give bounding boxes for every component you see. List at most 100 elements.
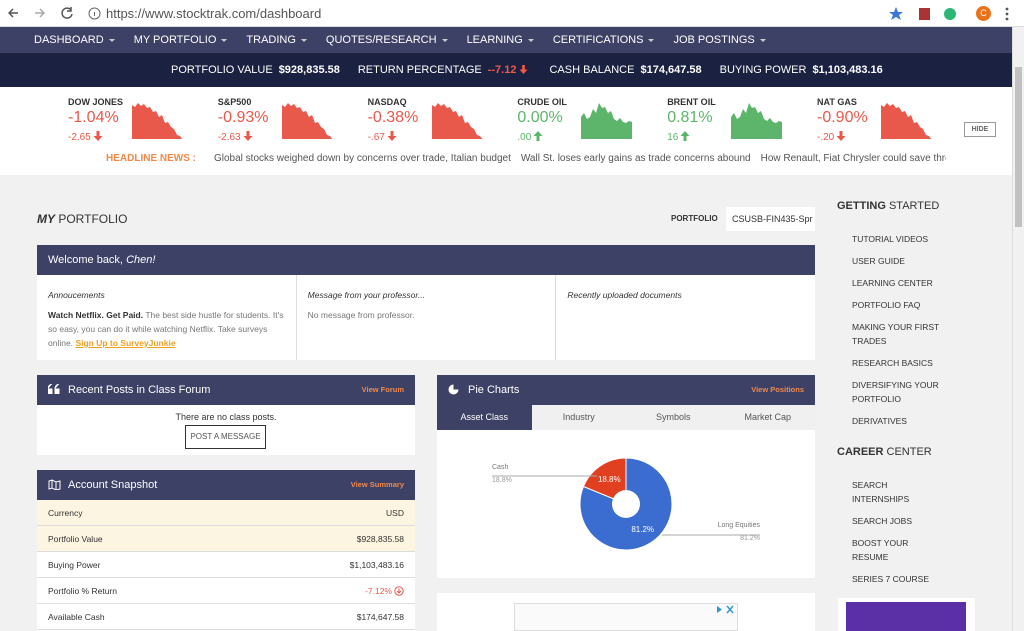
sidebar-link[interactable]: SERIES 7 COURSE xyxy=(852,574,929,584)
hide-button[interactable]: HIDE xyxy=(964,122,996,137)
browser-bar: https://www.stocktrak.com/dashboard C xyxy=(0,0,1024,27)
pie-tab[interactable]: Asset Class xyxy=(437,405,532,430)
nav-item[interactable]: QUOTES/RESEARCH xyxy=(326,34,448,46)
value-text: $928,835.58 xyxy=(356,533,404,544)
summary-value: $928,835.58 xyxy=(278,64,340,76)
ad-panel xyxy=(437,593,815,631)
sparkline xyxy=(432,99,486,139)
sidebar-link[interactable]: PORTFOLIO FAQ xyxy=(852,300,921,310)
sidebar-link[interactable]: MAKING YOUR FIRST TRADES xyxy=(852,322,940,346)
value-text: -7.12% xyxy=(365,585,392,596)
trend-arrow xyxy=(680,131,690,141)
row-label: Buying Power xyxy=(48,559,101,570)
sparkline-shape xyxy=(731,103,782,139)
announcement-link[interactable]: Sign Up to SurveyJunkie xyxy=(75,338,176,348)
value-text: $174,647.58 xyxy=(356,611,404,622)
trend-arrow xyxy=(93,131,103,141)
row-value: -7.12% xyxy=(365,578,404,604)
pie-tab[interactable]: Industry xyxy=(562,412,595,422)
professor-message: Message from your professor... No messag… xyxy=(297,275,557,360)
ticker-percent: -0.93% xyxy=(217,109,269,126)
getting-started-links: TUTORIAL VIDEOS USER GUIDE LEARNING CENTER… xyxy=(852,232,946,428)
ad-choices[interactable] xyxy=(715,605,735,614)
sidebar-link[interactable]: SEARCH JOBS xyxy=(852,516,912,526)
browser-buttons[interactable] xyxy=(8,6,76,21)
sidebar-link[interactable]: USER GUIDE xyxy=(852,256,905,266)
ticker-change: 16 xyxy=(667,131,690,143)
nav-item[interactable]: CERTIFICATIONS xyxy=(553,34,655,46)
change-value: -2.63 xyxy=(217,131,241,143)
url-bar[interactable]: https://www.stocktrak.com/dashboard xyxy=(106,6,322,21)
sidebar-link[interactable]: RESEARCH BASICS xyxy=(852,358,933,368)
panel-link[interactable]: View Summary xyxy=(350,480,404,489)
nav-item[interactable]: TRADING xyxy=(246,34,307,46)
arrow-shape xyxy=(519,64,529,74)
icon-circle xyxy=(394,585,404,596)
ticker-name: NAT GAS xyxy=(817,97,857,107)
pie-icon xyxy=(448,384,459,395)
ticker-name: S&P500 xyxy=(217,97,252,107)
ticker: BRENT OIL 0.81% 16 xyxy=(667,97,807,147)
sidebar-link[interactable]: DIVERSIFYING YOUR PORTFOLIO xyxy=(852,380,939,404)
summary-label: RETURN PERCENTAGE xyxy=(357,64,482,76)
arrow-shape xyxy=(533,131,543,141)
sidebar-link[interactable]: BOOST YOUR RESUME xyxy=(852,538,909,562)
ad-banner[interactable] xyxy=(846,602,966,631)
column-title: Recently uploaded documents xyxy=(567,290,682,300)
sidebar-link[interactable]: LEARNING CENTER xyxy=(852,278,933,288)
slice-label: 18.8% xyxy=(598,475,621,484)
panel-title: Recent Posts in Class Forum xyxy=(68,384,211,396)
nav-item[interactable]: LEARNING xyxy=(467,34,534,46)
headline-item[interactable]: How Renault, Fiat Chrysler could save th… xyxy=(760,153,946,164)
leader-value: 81.2% xyxy=(740,535,760,542)
pie-chart: 18.8% Cash 18.8% 81.2% Long Equities 81.2% xyxy=(492,457,760,551)
sparkline-shape xyxy=(132,103,186,139)
panel-link[interactable]: View Positions xyxy=(751,385,804,394)
nav-item[interactable]: MY PORTFOLIO xyxy=(134,34,228,46)
snapshot-row: Portfolio Value $928,835.58 xyxy=(37,526,415,552)
ticker-strip: DOW JONES -1.04% -2.65 S&P500 -0.93% -2.63 NAS… xyxy=(0,87,1012,175)
post-button[interactable]: POST A MESSAGE xyxy=(185,425,266,449)
panel-header: Pie Charts View Positions xyxy=(437,375,815,405)
ticker-name: NASDAQ xyxy=(367,97,407,107)
headline-item[interactable]: Wall St. loses early gains as trade conc… xyxy=(520,153,751,164)
sidebar-link[interactable]: SEARCH INTERNSHIPS xyxy=(852,480,910,504)
announcements: Annoucements Watch Netflix. Get Paid. Th… xyxy=(37,275,297,360)
sidebar-link[interactable]: DERIVATIVES xyxy=(852,416,907,426)
trend-arrow xyxy=(836,131,846,141)
nav-item[interactable]: DASHBOARD xyxy=(34,34,115,46)
summary-item: BUYING POWER $1,103,483.16 xyxy=(720,64,883,76)
sparkline-shape xyxy=(881,103,935,139)
panel-link[interactable]: View Forum xyxy=(361,385,404,394)
summary-item: CASH BALANCE $174,647.58 xyxy=(549,64,701,76)
arrow-shape xyxy=(93,131,103,141)
snapshot-row: Portfolio % Return -7.12% xyxy=(37,578,415,604)
trend-arrow xyxy=(519,64,529,74)
change-value: 16 xyxy=(667,131,679,143)
ticker-name: CRUDE OIL xyxy=(517,97,567,107)
menu-icon[interactable] xyxy=(1005,7,1009,21)
scrollbar[interactable] xyxy=(1012,27,1024,631)
summary-item: RETURN PERCENTAGE --7.12 xyxy=(358,64,529,76)
panel-title: Pie Charts xyxy=(468,384,520,396)
extensions[interactable] xyxy=(888,6,968,22)
profile-avatar[interactable]: C xyxy=(976,6,991,21)
column-title: Message from your professor... xyxy=(307,290,425,300)
ticker: S&P500 -0.93% -2.63 xyxy=(218,97,358,147)
ticker-change: -2.63 xyxy=(218,131,253,143)
pie-tab[interactable]: Market Cap xyxy=(744,412,792,422)
ticker-percent: -1.04% xyxy=(68,109,119,126)
ticker-change: -2.65 xyxy=(68,131,103,143)
pie-hole xyxy=(612,490,640,518)
portfolio-select[interactable]: CSUSB-FIN435-Spr xyxy=(726,207,815,231)
snapshot-panel: Account Snapshot View Summary Currency US… xyxy=(37,470,415,631)
trend-arrow xyxy=(387,131,397,141)
summary-bar: PORTFOLIO VALUE $928,835.58 RETURN PERCENT… xyxy=(0,53,1012,87)
scroll-thumb[interactable] xyxy=(1015,67,1022,227)
sidebar-link[interactable]: TUTORIAL VIDEOS xyxy=(852,234,929,244)
ad-slot[interactable] xyxy=(514,603,738,631)
nav-item[interactable]: JOB POSTINGS xyxy=(673,34,765,46)
pie-tab[interactable]: Symbols xyxy=(655,412,691,422)
headline-item[interactable]: Global stocks weighed down by concerns o… xyxy=(214,153,511,164)
